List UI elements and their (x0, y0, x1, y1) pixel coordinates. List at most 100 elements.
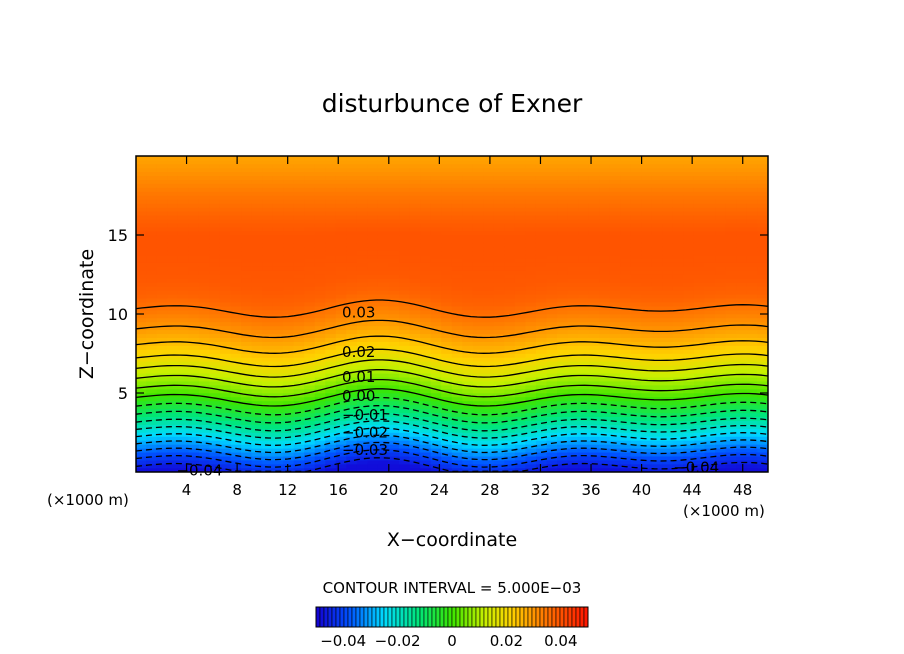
field-cell (746, 238, 758, 244)
field-cell (588, 187, 600, 192)
field-cell (599, 444, 611, 449)
field-cell (335, 214, 347, 220)
field-cell (241, 262, 253, 267)
field-cell (399, 416, 411, 421)
field-cell (430, 262, 442, 267)
field-cell (262, 156, 274, 161)
field-cell (535, 444, 548, 449)
field-cell (757, 467, 768, 472)
field-cell (620, 293, 632, 299)
field-cell (367, 337, 379, 342)
field-cell (335, 163, 347, 169)
field-cell (662, 203, 674, 208)
colorbar-swatch (323, 606, 329, 628)
field-cell (715, 179, 727, 184)
field-cell (662, 333, 674, 338)
field-cell (557, 211, 569, 216)
field-cell (272, 207, 284, 212)
field-cell (514, 341, 527, 346)
field-cell (567, 428, 579, 433)
field-cell (715, 459, 727, 465)
field-cell (272, 222, 284, 228)
field-cell (293, 266, 305, 271)
field-cell (493, 301, 505, 307)
field-cell (746, 357, 758, 362)
field-cell (356, 361, 369, 366)
field-cell (209, 444, 221, 449)
field-cell (704, 313, 716, 319)
field-cell (293, 211, 305, 216)
field-cell (525, 187, 537, 192)
field-cell (420, 218, 432, 224)
field-cell (367, 278, 379, 283)
field-cell (293, 207, 305, 212)
field-cell (346, 463, 358, 469)
field-cell (399, 467, 411, 472)
field-cell (304, 187, 316, 192)
field-cell (451, 179, 463, 184)
field-cell (367, 396, 379, 402)
field-cell (251, 274, 263, 279)
field-cell (504, 301, 516, 307)
field-cell (662, 199, 674, 204)
field-cell (630, 211, 642, 216)
field-cell (441, 432, 453, 437)
field-cell (219, 325, 232, 331)
field-cell (546, 262, 558, 267)
field-cell (535, 226, 548, 232)
field-cell (346, 369, 358, 374)
field-cell (462, 187, 474, 192)
field-cell (325, 412, 337, 417)
field-cell (693, 400, 706, 406)
field-cell (325, 171, 337, 177)
field-cell (209, 183, 221, 188)
field-cell (346, 440, 358, 445)
field-cell (725, 404, 737, 410)
field-cell (262, 214, 274, 220)
field-cell (514, 191, 527, 196)
field-cell (241, 329, 253, 335)
x-tick-label: 20 (379, 481, 398, 499)
field-cell (272, 396, 284, 402)
field-cell (746, 424, 758, 429)
field-cell (472, 396, 484, 402)
field-cell (156, 207, 168, 212)
field-cell (504, 266, 516, 271)
field-cell (641, 163, 653, 169)
field-cell (483, 448, 495, 453)
field-cell (451, 396, 463, 402)
field-cell (388, 365, 400, 370)
field-cell (514, 183, 527, 188)
field-cell (535, 325, 548, 331)
field-cell (356, 440, 369, 445)
field-cell (272, 424, 284, 429)
field-cell (251, 211, 263, 216)
field-cell (483, 274, 495, 279)
field-cell (525, 361, 537, 366)
field-cell (704, 250, 716, 256)
field-cell (683, 448, 695, 453)
field-cell (641, 156, 653, 161)
field-cell (609, 246, 621, 252)
field-cell (451, 290, 463, 295)
field-cell (493, 258, 505, 263)
field-cell (399, 412, 411, 417)
field-cell (198, 159, 211, 165)
field-cell (420, 183, 432, 188)
field-cell (167, 369, 179, 374)
field-cell (198, 266, 211, 271)
field-cell (377, 436, 390, 441)
field-cell (746, 349, 758, 354)
field-cell (472, 341, 484, 346)
field-cell (630, 309, 642, 315)
field-cell (630, 156, 642, 161)
field-cell (693, 226, 706, 232)
field-cell (356, 432, 369, 437)
field-cell (557, 234, 569, 240)
field-cell (304, 321, 316, 327)
field-cell (420, 211, 432, 216)
field-cell (367, 451, 379, 457)
field-cell (546, 444, 558, 449)
field-cell (167, 317, 179, 323)
field-cell (198, 345, 211, 350)
